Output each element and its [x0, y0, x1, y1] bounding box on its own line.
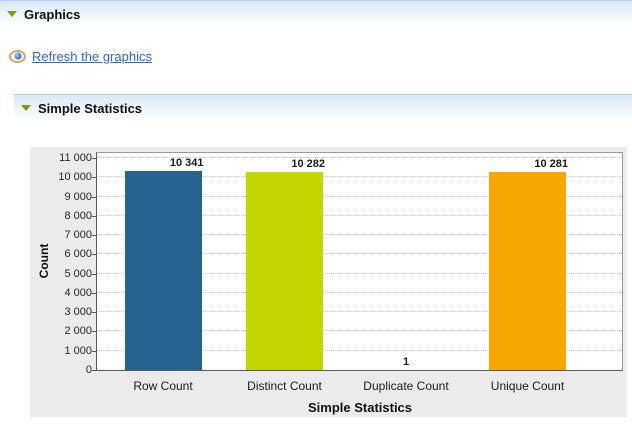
gridline	[97, 272, 622, 274]
x-axis-title: Simple Statistics	[307, 400, 413, 415]
collapse-triangle-icon[interactable]	[7, 11, 17, 17]
y-tick-mark	[92, 273, 96, 275]
bar-value-label: 10 341	[169, 156, 204, 169]
section-header-simple-statistics[interactable]: Simple Statistics	[14, 94, 632, 121]
x-category-label: Distinct Count	[247, 379, 322, 393]
eye-icon[interactable]	[9, 49, 26, 63]
plot-area: 10 341 10 282 1 10 281	[96, 152, 623, 371]
bar-value-label: 10 282	[291, 157, 325, 170]
eye-iris	[14, 52, 21, 60]
gridline	[97, 195, 622, 197]
y-tick-label: 10 000	[58, 171, 92, 184]
y-tick-mark	[92, 292, 96, 294]
gridline	[97, 253, 622, 255]
y-tick-mark	[92, 331, 96, 333]
y-tick-label: 0	[85, 364, 92, 376]
gridline	[97, 311, 622, 313]
x-category-label: Row Count	[133, 379, 193, 393]
bar-row-count	[124, 170, 202, 370]
gridline	[97, 176, 622, 178]
bar-unique-count	[489, 171, 566, 370]
x-category-label: Duplicate Count	[363, 379, 449, 393]
y-tick-label: 5 000	[64, 267, 92, 280]
refresh-graphics-link[interactable]: Refresh the graphics	[32, 48, 152, 64]
refresh-row: Refresh the graphics	[9, 47, 152, 65]
bar-distinct-count	[246, 171, 323, 370]
section-header-graphics[interactable]: Graphics	[0, 0, 632, 27]
y-tick-mark	[92, 215, 96, 217]
graphics-section-title: Graphics	[24, 6, 81, 22]
gridline	[97, 349, 622, 351]
y-tick-mark	[92, 158, 96, 159]
gridline	[97, 330, 622, 332]
y-tick-label: 1 000	[64, 344, 92, 357]
y-tick-label: 3 000	[64, 306, 92, 319]
y-tick-label: 9 000	[64, 190, 92, 203]
y-tick-mark	[92, 235, 96, 237]
simple-statistics-section-title: Simple Statistics	[38, 100, 143, 116]
y-tick-label: 2 000	[64, 325, 92, 338]
gridline	[97, 157, 622, 158]
gridline	[97, 234, 622, 236]
y-tick-mark	[92, 254, 96, 256]
y-tick-mark	[92, 196, 96, 198]
y-tick-label: 11 000	[59, 152, 92, 164]
y-tick-mark	[92, 312, 96, 314]
bar-value-label: 1	[402, 355, 410, 368]
y-tick-label: 8 000	[64, 209, 92, 222]
y-tick-label: 7 000	[64, 229, 92, 242]
gridline	[97, 214, 622, 216]
y-tick-label: 6 000	[64, 248, 92, 261]
collapse-triangle-icon[interactable]	[21, 105, 31, 111]
y-tick-label: 4 000	[64, 286, 92, 299]
x-category-label: Unique Count	[490, 379, 565, 393]
y-tick-mark	[92, 350, 96, 352]
y-tick-mark	[92, 177, 96, 179]
gridline	[97, 291, 622, 293]
bar-value-label: 10 281	[534, 157, 568, 170]
y-tick-mark	[92, 370, 96, 371]
